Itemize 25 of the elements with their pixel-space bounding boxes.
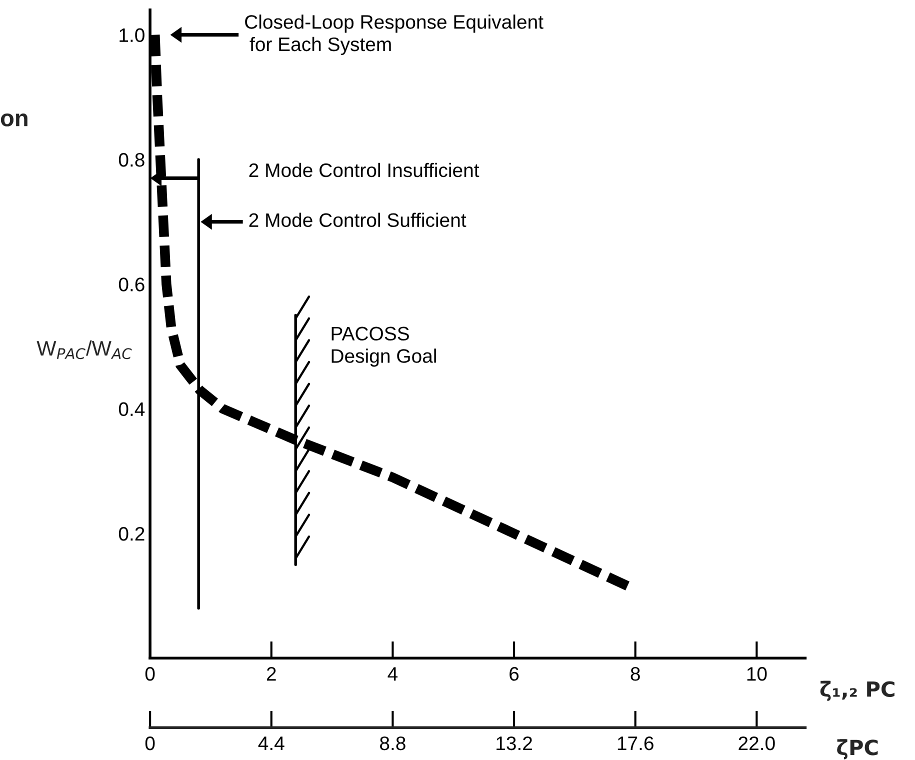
annotation: 2 Mode Control Insufficient (249, 162, 480, 178)
x-tick-label: 6 (510, 667, 519, 681)
text: on (0, 113, 28, 126)
x-axis-title: ζ̄₁,₂ PC (820, 680, 894, 702)
y-axis-title: W$_{PAC}$/W$_{AC}$ (36, 340, 132, 360)
x2-tick-label: 0 (145, 736, 155, 750)
annotation: PACOSS Design Goal (332, 326, 436, 367)
y-tick-label: 0.8 (118, 152, 144, 167)
annotation: 2 Mode Control Sufficient (249, 212, 466, 228)
x2-tick-label: 13.2 (496, 736, 532, 750)
y-tick-label: 0.2 (118, 526, 144, 541)
x2-axis-title: ζ̄PC (837, 739, 878, 760)
y-tick-label: 0.4 (118, 402, 145, 416)
x-tick-label: 4 (388, 667, 398, 681)
y-tick-label: 0.6 (118, 278, 144, 292)
y-tick-label: 1.0 (120, 28, 144, 42)
x-tick-label: 10 (747, 667, 767, 681)
x-tick-label: 0 (145, 667, 155, 681)
x2-tick-label: 4.4 (258, 736, 284, 750)
x-tick-label: 8 (630, 667, 640, 681)
x2-tick-label: 22.0 (738, 736, 775, 750)
annotation: Closed-Loop Response Equivalent for Each System (245, 14, 544, 56)
x2-tick-label: 8.8 (380, 736, 406, 750)
x2-tick-label: 17.6 (618, 736, 654, 750)
x-tick-label: 2 (266, 667, 276, 681)
